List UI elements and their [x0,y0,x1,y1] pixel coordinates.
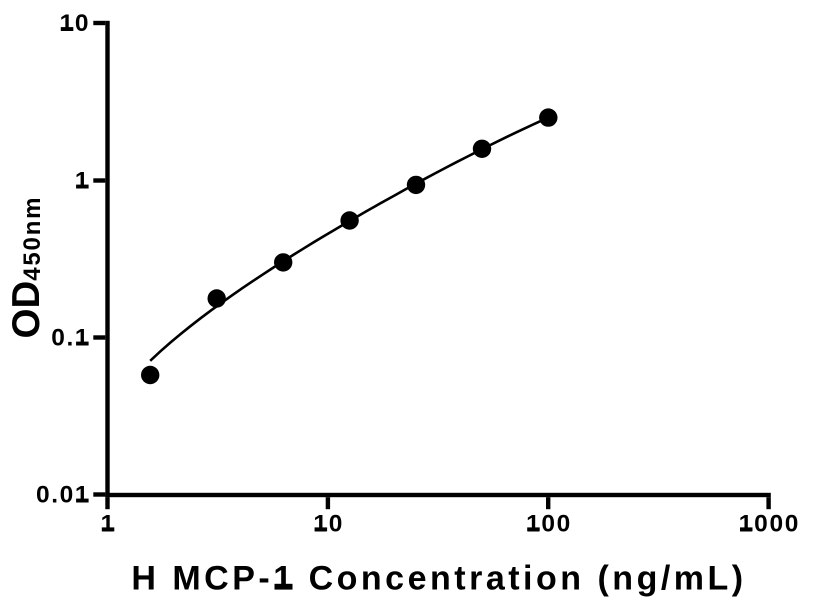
svg-text:1: 1 [75,168,89,195]
svg-text:1: 1 [313,510,327,537]
svg-text:1: 1 [101,510,115,537]
svg-text:1: 1 [75,482,89,509]
svg-text:0: 0 [541,510,555,537]
svg-text:0: 0 [36,482,50,509]
svg-text:1: 1 [739,510,753,537]
svg-text:1: 1 [526,510,540,537]
svg-text:1: 1 [60,10,74,37]
svg-text:0: 0 [51,325,65,352]
svg-text:0: 0 [557,510,571,537]
svg-text:0: 0 [75,10,89,37]
svg-text:0: 0 [60,482,74,509]
svg-text:0: 0 [754,510,768,537]
svg-text:.: . [66,325,73,352]
svg-text:0: 0 [769,510,783,537]
svg-text:H MCP-1 Concentration (ng/mL): H MCP-1 Concentration (ng/mL) [131,560,746,598]
svg-text:.: . [51,482,58,509]
svg-text:1: 1 [75,325,89,352]
svg-text:0: 0 [329,510,343,537]
svg-text:0: 0 [785,510,799,537]
